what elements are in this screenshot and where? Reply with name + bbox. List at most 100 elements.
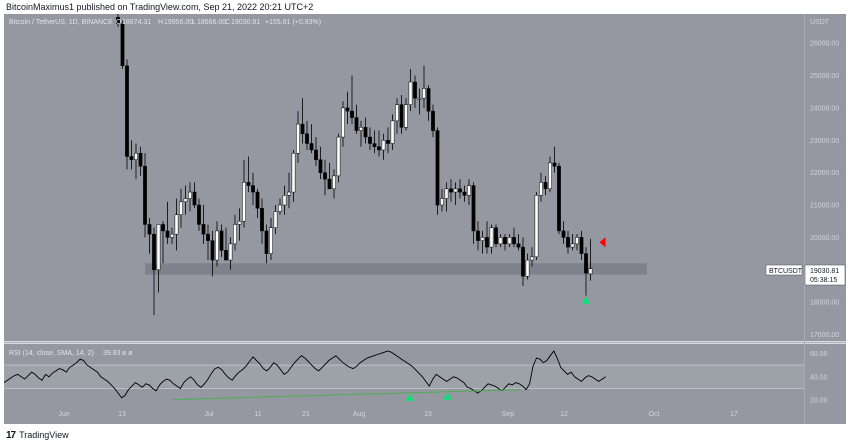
candle[interactable] (570, 234, 575, 251)
candle[interactable] (462, 185, 467, 202)
candle[interactable] (287, 172, 291, 209)
candle[interactable] (224, 227, 228, 261)
candle[interactable] (552, 146, 557, 173)
candle[interactable] (579, 230, 584, 261)
candle[interactable] (327, 162, 332, 190)
candle[interactable] (237, 208, 242, 241)
candle[interactable] (566, 230, 570, 254)
candle[interactable] (228, 237, 233, 270)
candle[interactable] (138, 146, 143, 176)
candle[interactable] (282, 185, 287, 215)
candle[interactable] (494, 224, 498, 248)
candle[interactable] (296, 111, 300, 163)
candle[interactable] (314, 137, 318, 167)
candle[interactable] (449, 179, 453, 202)
candle[interactable] (471, 182, 476, 244)
candle[interactable] (444, 182, 449, 212)
candle[interactable] (521, 237, 525, 286)
candle[interactable] (305, 120, 309, 150)
candle[interactable] (161, 221, 165, 264)
candle[interactable] (476, 221, 480, 251)
candle[interactable] (251, 172, 255, 206)
candle[interactable] (543, 175, 548, 196)
candle[interactable] (336, 133, 341, 183)
candle[interactable] (386, 127, 390, 154)
price-axis-pane[interactable] (804, 14, 846, 341)
candle[interactable] (143, 153, 147, 238)
candle[interactable] (219, 224, 224, 257)
candle[interactable] (278, 198, 282, 215)
candle[interactable] (503, 234, 507, 251)
candle[interactable] (341, 101, 345, 147)
candle[interactable] (485, 221, 489, 254)
candle[interactable] (516, 234, 521, 251)
candle[interactable] (539, 172, 543, 202)
candle[interactable] (413, 75, 417, 108)
time-axis-pane[interactable] (4, 406, 846, 424)
candle[interactable] (359, 120, 363, 147)
candle[interactable] (561, 221, 566, 244)
candle[interactable] (323, 159, 327, 196)
candle[interactable] (125, 59, 129, 170)
candle[interactable] (246, 156, 251, 193)
candle[interactable] (575, 234, 579, 251)
candle[interactable] (372, 130, 377, 154)
candle[interactable] (300, 98, 305, 144)
candle[interactable] (264, 224, 269, 264)
candle[interactable] (345, 91, 350, 125)
candle[interactable] (458, 179, 462, 199)
candle[interactable] (309, 124, 314, 154)
candle[interactable] (215, 221, 219, 267)
candle[interactable] (530, 247, 534, 267)
candle[interactable] (332, 169, 336, 199)
candle[interactable] (273, 205, 278, 235)
candle[interactable] (426, 85, 431, 121)
candle[interactable] (210, 230, 215, 277)
candle[interactable] (399, 94, 404, 134)
tradingview-footer[interactable]: 17 TradingView (6, 428, 69, 442)
candle[interactable] (192, 182, 197, 209)
candle[interactable] (588, 238, 593, 281)
candle[interactable] (534, 192, 539, 261)
candle[interactable] (363, 117, 368, 144)
candle[interactable] (129, 140, 134, 170)
candle[interactable] (404, 98, 408, 131)
candle[interactable] (350, 75, 354, 125)
candle[interactable] (174, 198, 179, 251)
candle[interactable] (525, 253, 530, 280)
candle[interactable] (435, 127, 440, 215)
candle[interactable] (116, 14, 120, 27)
candle[interactable] (188, 182, 192, 212)
candle[interactable] (431, 104, 435, 138)
candle[interactable] (557, 162, 561, 235)
candle[interactable] (417, 88, 422, 115)
candle[interactable] (584, 247, 588, 296)
candle[interactable] (260, 198, 264, 244)
candle[interactable] (233, 214, 237, 251)
candle[interactable] (368, 127, 372, 150)
candle[interactable] (152, 227, 156, 316)
candle[interactable] (206, 224, 210, 261)
candle[interactable] (548, 156, 552, 193)
candle[interactable] (512, 227, 516, 248)
candle[interactable] (498, 234, 503, 248)
candle[interactable] (422, 65, 426, 108)
candle[interactable] (507, 234, 512, 248)
candle[interactable] (165, 201, 170, 244)
candle[interactable] (291, 149, 296, 202)
candle[interactable] (134, 143, 138, 180)
candle[interactable] (318, 146, 323, 180)
price-pane[interactable] (4, 14, 804, 341)
candle[interactable] (480, 230, 485, 254)
candle[interactable] (453, 182, 458, 206)
candle[interactable] (242, 159, 246, 228)
candle[interactable] (377, 130, 381, 157)
candle[interactable] (408, 69, 413, 112)
candle[interactable] (201, 205, 206, 244)
candle[interactable] (197, 198, 201, 231)
candle[interactable] (179, 188, 183, 228)
candle[interactable] (183, 185, 188, 215)
candle[interactable] (489, 224, 494, 254)
candle[interactable] (170, 227, 174, 244)
